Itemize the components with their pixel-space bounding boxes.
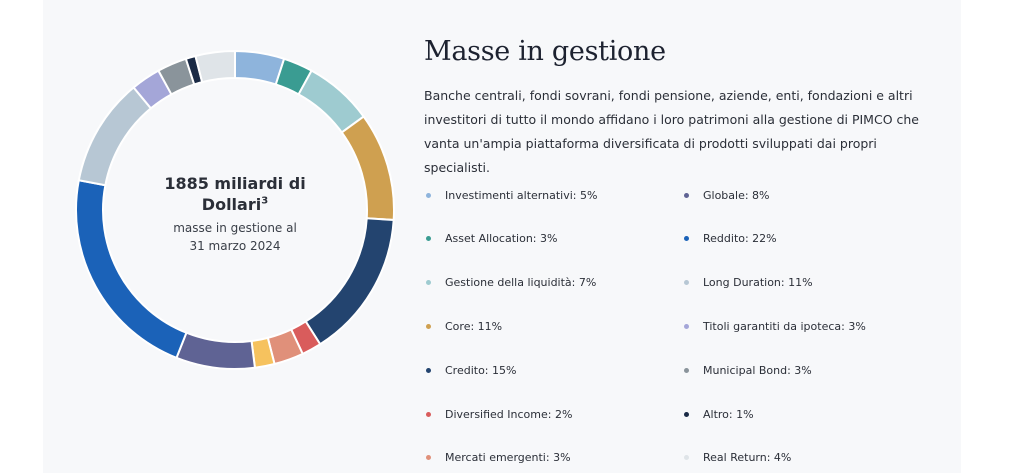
legend-item: Investimenti alternativi: 5% [424, 185, 597, 205]
donut-chart-svg [75, 50, 395, 370]
legend-dot-icon [426, 367, 431, 373]
legend-item: Altro: 1% [682, 404, 754, 424]
legend-item: Asset Allocation: 3% [424, 229, 557, 249]
legend-label: Reddito: 22% [703, 232, 777, 246]
legend-item: Mercati emergenti: 3% [424, 448, 571, 468]
legend-label: Titoli garantiti da ipoteca: 3% [703, 319, 866, 333]
legend-item: Titoli garantiti da ipoteca: 3% [682, 316, 866, 336]
legend-item: Municipal Bond: 3% [682, 360, 812, 380]
legend-item: Globale: 8% [682, 185, 770, 205]
legend-item: Real Return: 4% [682, 448, 791, 468]
legend-item: Gestione della liquidità: 7% [424, 273, 596, 293]
legend-dot-icon [426, 323, 431, 329]
legend-label: Real Return: 4% [703, 451, 792, 465]
legend-label: Mercati emergenti: 3% [445, 451, 571, 465]
legend-label: Altro: 1% [703, 407, 754, 421]
legend-item: Core: 11% [424, 316, 502, 336]
legend-label: Gestione della liquidità: 7% [445, 276, 597, 290]
legend-label: Globale: 8% [703, 188, 770, 202]
legend-dot-icon [684, 192, 689, 198]
legend-label: Asset Allocation: 3% [445, 232, 558, 246]
legend-item: Long Duration: 11% [682, 273, 813, 293]
legend-label: Credito: 15% [445, 363, 517, 377]
footnote-marker[interactable]: 3 [261, 195, 269, 207]
legend-dot-icon [684, 236, 689, 242]
legend-dot-icon [426, 192, 431, 198]
donut-chart: 1885 miliardi di Dollari3 masse in gesti… [75, 50, 395, 370]
legend-dot-icon [684, 280, 689, 286]
section-title: Masse in gestione [424, 36, 666, 67]
aum-subtitle: masse in gestione al 31 marzo 2024 [173, 221, 297, 253]
legend-dot-icon [426, 411, 431, 417]
donut-center: 1885 miliardi di Dollari3 masse in gesti… [75, 50, 395, 370]
legend-item: Reddito: 22% [682, 229, 777, 249]
legend-label: Investimenti alternativi: 5% [445, 188, 598, 202]
donut-slice-real-return[interactable] [194, 50, 236, 84]
legend-item: Credito: 15% [424, 360, 516, 380]
legend-dot-icon [426, 455, 431, 461]
legend-dot-icon [684, 323, 689, 329]
legend-label: Core: 11% [445, 319, 503, 333]
legend-dot-icon [684, 411, 689, 417]
legend-label: Municipal Bond: 3% [703, 363, 812, 377]
section-description: Banche centrali, fondi sovrani, fondi pe… [424, 88, 919, 175]
legend-dot-icon [684, 455, 689, 461]
legend-dot-icon [426, 236, 431, 242]
legend-dot-icon [684, 367, 689, 373]
legend-label: Long Duration: 11% [703, 276, 813, 290]
legend-label: Diversified Income: 2% [445, 407, 573, 421]
aum-total: 1885 miliardi di Dollari3 [160, 173, 310, 215]
legend-dot-icon [426, 280, 431, 286]
aum-total-text: 1885 miliardi di Dollari [164, 174, 306, 214]
legend-item: Diversified Income: 2% [424, 404, 572, 424]
